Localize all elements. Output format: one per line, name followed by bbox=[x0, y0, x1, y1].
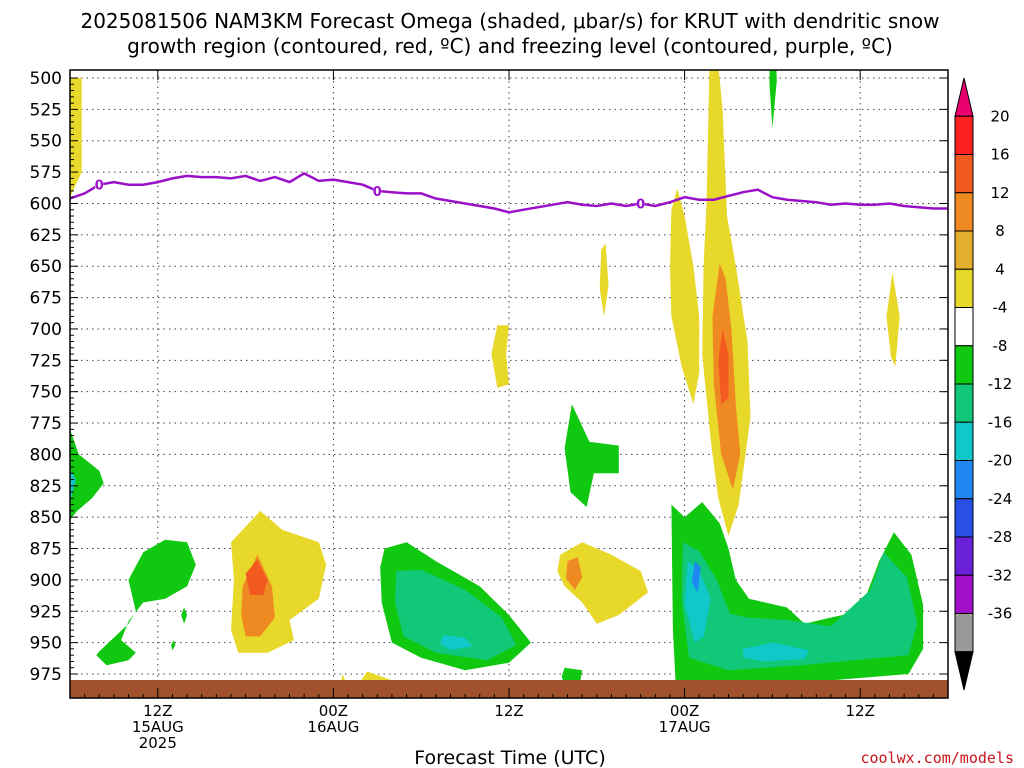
colorbar-label: -36 bbox=[988, 605, 1013, 623]
y-tick-label: 725 bbox=[30, 351, 62, 371]
colorbar-segment bbox=[954, 536, 974, 576]
colorbar-label: -20 bbox=[988, 452, 1013, 470]
y-tick-label: 500 bbox=[30, 69, 62, 89]
colorbar-label: 12 bbox=[990, 184, 1009, 202]
y-tick-label: 975 bbox=[30, 665, 62, 685]
omega-region bbox=[96, 539, 196, 666]
omega-region bbox=[557, 542, 648, 624]
freezing-level-line bbox=[70, 171, 948, 214]
y-tick-label: 625 bbox=[30, 226, 62, 246]
y-tick-label: 800 bbox=[30, 445, 62, 465]
y-tick-label: 675 bbox=[30, 289, 62, 309]
omega-region bbox=[181, 607, 188, 624]
omega-region bbox=[681, 542, 918, 671]
pressure-axis: 500 525 550 575 600 625 650 675 700 725 750 775 800 8… bbox=[30, 69, 948, 685]
x-tick-label: 17AUG bbox=[659, 718, 711, 736]
omega-region bbox=[684, 561, 711, 643]
grid-layer bbox=[70, 70, 948, 698]
y-tick-label: 575 bbox=[30, 163, 62, 183]
x-tick-label: 12Z bbox=[494, 702, 523, 720]
colorbar-label: -8 bbox=[993, 337, 1008, 355]
colorbar-arrow-top bbox=[954, 77, 974, 117]
chart-title-line-1: 2025081506 NAM3KM Forecast Omega (shaded… bbox=[80, 9, 939, 33]
ground-surface-top bbox=[70, 680, 948, 688]
omega-region bbox=[245, 559, 268, 595]
omega-region bbox=[886, 272, 900, 367]
colorbar-segment bbox=[954, 268, 974, 308]
chart-title-line-2: growth region (contoured, red, ºC) and f… bbox=[127, 34, 893, 58]
omega-region bbox=[171, 640, 176, 651]
colorbar: 20 16 12 8 4 -4 -8 -12 -16 -20 -24 -28 -32 -36 bbox=[954, 77, 1013, 691]
omega-region bbox=[599, 243, 609, 317]
colorbar-segment bbox=[954, 115, 974, 155]
colorbar-segment bbox=[954, 192, 974, 232]
colorbar-arrow-bottom bbox=[954, 651, 974, 691]
omega-region bbox=[670, 188, 700, 405]
x-tick-label: 00Z bbox=[670, 702, 699, 720]
y-tick-label: 550 bbox=[30, 132, 62, 152]
omega-region bbox=[743, 642, 809, 662]
colorbar-segment bbox=[954, 498, 974, 538]
x-tick-label: 12Z bbox=[143, 702, 172, 720]
y-tick-label: 775 bbox=[30, 414, 62, 434]
colorbar-segment bbox=[954, 154, 974, 194]
y-tick-label: 850 bbox=[30, 508, 62, 528]
x-tick-label: 15AUG bbox=[132, 718, 184, 736]
colorbar-segment bbox=[954, 460, 974, 500]
freezing-level-label-bg bbox=[95, 177, 104, 192]
colorbar-segment bbox=[954, 230, 974, 270]
colorbar-segment bbox=[954, 613, 974, 653]
colorbar-label: -32 bbox=[988, 566, 1013, 584]
colorbar-label: -16 bbox=[988, 413, 1013, 431]
omega-region bbox=[769, 70, 777, 129]
freezing-level-label-bg bbox=[636, 196, 645, 211]
credit-text: coolwx.com/models bbox=[860, 749, 1014, 767]
colorbar-segment bbox=[954, 383, 974, 423]
colorbar-label: -12 bbox=[988, 375, 1013, 393]
colorbar-segment bbox=[954, 574, 974, 614]
y-tick-label: 525 bbox=[30, 100, 62, 120]
colorbar-label: -28 bbox=[988, 528, 1013, 546]
x-tick-label: 2025 bbox=[139, 734, 177, 752]
colorbar-label: 20 bbox=[990, 107, 1009, 125]
omega-region bbox=[70, 78, 82, 198]
x-tick-label: 16AUG bbox=[307, 718, 359, 736]
y-tick-label: 900 bbox=[30, 571, 62, 591]
colorbar-segment bbox=[954, 345, 974, 385]
freezing-level-label-bg bbox=[373, 183, 382, 198]
omega-region bbox=[718, 328, 729, 405]
x-axis-label: Forecast Time (UTC) bbox=[414, 747, 605, 768]
y-tick-label: 750 bbox=[30, 383, 62, 403]
y-tick-label: 600 bbox=[30, 194, 62, 214]
colorbar-label: 16 bbox=[990, 146, 1009, 164]
omega-region bbox=[394, 569, 517, 661]
x-tick-label: 00Z bbox=[319, 702, 348, 720]
colorbar-label: -24 bbox=[988, 490, 1013, 508]
freezing-level-label: 0 bbox=[373, 185, 382, 200]
y-tick-label: 925 bbox=[30, 602, 62, 622]
freezing-level-label: 0 bbox=[636, 197, 645, 212]
y-tick-label: 875 bbox=[30, 540, 62, 560]
omega-region bbox=[491, 325, 509, 388]
freezing-level-layer: 0 0 0 bbox=[70, 171, 948, 214]
colorbar-segment bbox=[954, 421, 974, 461]
colorbar-segment bbox=[954, 307, 974, 347]
y-tick-label: 825 bbox=[30, 477, 62, 497]
omega-region bbox=[691, 561, 701, 593]
colorbar-label: 4 bbox=[995, 260, 1005, 278]
x-tick-label: 12Z bbox=[846, 702, 875, 720]
omega-region bbox=[566, 557, 583, 590]
omega-shading-layer bbox=[70, 70, 924, 696]
omega-region bbox=[564, 404, 619, 508]
y-tick-label: 700 bbox=[30, 320, 62, 340]
omega-region bbox=[70, 429, 104, 520]
freezing-level-label: 0 bbox=[95, 179, 104, 194]
y-tick-label: 950 bbox=[30, 634, 62, 654]
colorbar-label: -4 bbox=[993, 299, 1008, 317]
omega-region bbox=[440, 635, 473, 651]
y-tick-label: 650 bbox=[30, 257, 62, 277]
colorbar-label: 8 bbox=[995, 222, 1005, 240]
